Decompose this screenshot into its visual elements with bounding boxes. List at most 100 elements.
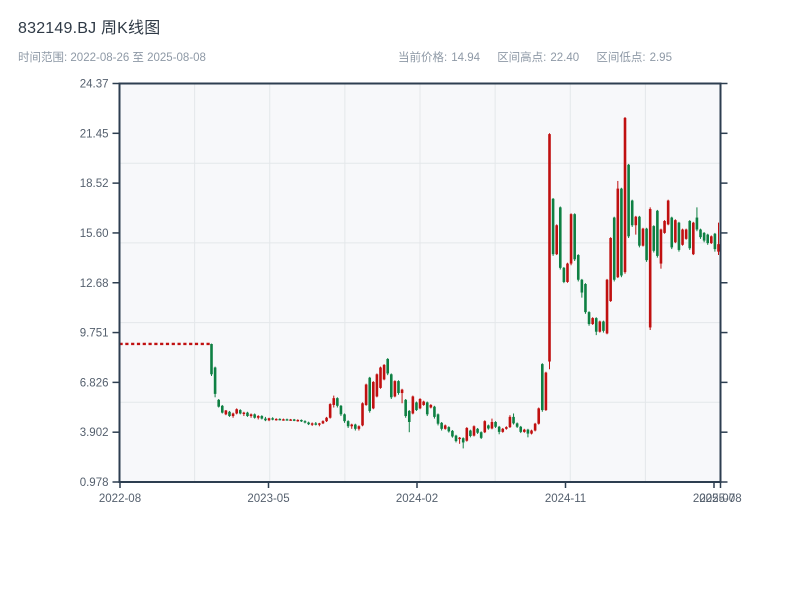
candle-body (264, 418, 267, 421)
candle-body (508, 416, 512, 428)
candle-body (487, 425, 490, 429)
candle-body (253, 414, 256, 418)
current-price: 当前价格: 14.94 (398, 52, 480, 64)
candle-body (663, 220, 666, 233)
candle-body (602, 321, 605, 331)
candle-body (630, 200, 634, 226)
candle-body (652, 226, 656, 251)
candle-body (476, 428, 479, 433)
candle-body (638, 216, 641, 246)
candle-body (328, 404, 332, 418)
candle-body (407, 410, 411, 423)
candle-body (354, 424, 357, 429)
candle-body (562, 267, 566, 282)
candle-body (285, 419, 289, 421)
candle-body (292, 419, 296, 421)
candle-body (461, 438, 465, 443)
candle-body (591, 318, 594, 325)
range-low: 区间低点: 2.95 (596, 52, 672, 64)
y-tick-label: 24.37 (80, 79, 109, 91)
price-stats: 当前价格: 14.94 区间高点: 22.40 区间低点: 2.95 (398, 49, 686, 65)
candle-body (278, 418, 282, 421)
candle-body (357, 426, 361, 429)
candle-body (343, 414, 346, 422)
y-tick-label: 15.60 (80, 228, 109, 240)
candle-body (458, 437, 461, 440)
candle-body (627, 164, 630, 237)
candle-body (429, 404, 433, 408)
candle-body (576, 255, 580, 280)
candle-body (677, 222, 681, 250)
candle-body (418, 399, 422, 409)
candle-body (267, 418, 271, 421)
time-range: 时间范围: 2022-08-26 至 2025-08-08 (18, 49, 206, 65)
candle-body (548, 134, 551, 362)
candle-body (695, 217, 699, 230)
candle-body (594, 318, 598, 332)
candle-body (271, 418, 274, 420)
candle-body (505, 427, 508, 429)
page-title: 832149.BJ 周K线图 (18, 20, 161, 37)
candle-body (213, 367, 217, 394)
candle-body (411, 396, 415, 414)
candle-body (260, 416, 264, 419)
candle-body (436, 414, 440, 424)
candle-body (325, 417, 328, 422)
x-tick-label: 2024-02 (396, 493, 438, 505)
candle-body (699, 229, 702, 238)
candle-body (634, 216, 638, 226)
candle-body (350, 424, 354, 427)
candle-body (656, 210, 659, 256)
candle-body (515, 423, 519, 427)
candle-body (541, 364, 544, 411)
candle-body (688, 220, 692, 249)
candle-body (433, 406, 436, 417)
candle-body (382, 364, 386, 380)
candle-body (425, 402, 429, 415)
candle-body (717, 244, 720, 252)
candle-body (584, 284, 587, 313)
candle-body (393, 381, 397, 397)
candle-body (551, 198, 555, 255)
candle-body (670, 217, 674, 248)
candle-body (440, 422, 443, 429)
candle-body (318, 423, 321, 425)
candle-body (361, 403, 364, 426)
candle-body (246, 412, 249, 417)
x-tick-label: 2024-11 (545, 493, 586, 505)
candle-body (346, 421, 350, 427)
candle-body (389, 374, 393, 398)
candle-body (623, 117, 627, 273)
x-tick-label: 2025-08 (699, 493, 741, 505)
candle-body (235, 409, 238, 414)
candle-body (339, 405, 343, 415)
y-tick-label: 21.45 (80, 128, 109, 140)
candle-body (242, 412, 246, 415)
candle-body (587, 312, 591, 325)
candle-body (616, 188, 620, 278)
candle-body (573, 214, 576, 260)
candle-body (555, 225, 558, 255)
candle-body (702, 232, 706, 241)
candle-body (490, 422, 494, 429)
y-tick-label: 9.751 (80, 328, 109, 340)
candle-body (443, 425, 447, 429)
y-tick-label: 6.826 (80, 377, 109, 389)
candle-body (713, 233, 717, 250)
candle-body (220, 405, 224, 413)
x-tick-label: 2025-07 (693, 493, 735, 505)
candle-body (605, 279, 609, 334)
candle-body (296, 419, 300, 422)
x-tick-label: 2022-08 (99, 493, 141, 505)
candle-body (404, 399, 407, 417)
candle-body (397, 381, 400, 394)
candle-body (692, 222, 695, 255)
candle-body (598, 321, 602, 332)
candle-body (659, 229, 663, 264)
candle-body (710, 236, 713, 244)
time-range-value: 2022-08-26 至 2025-08-08 (70, 52, 206, 64)
y-tick-label: 3.902 (80, 427, 109, 439)
candle-body (494, 422, 497, 427)
